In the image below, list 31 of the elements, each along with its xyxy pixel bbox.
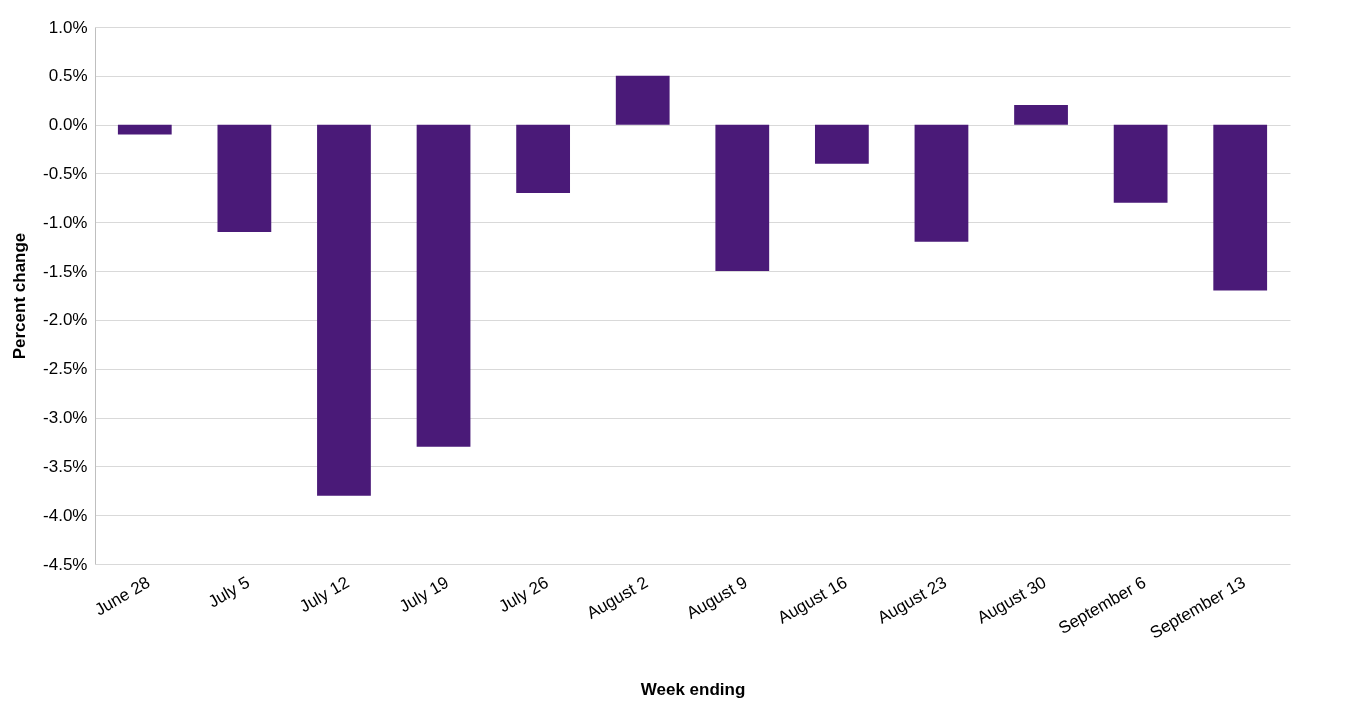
- y-tick-label: -1.0%: [43, 212, 88, 232]
- bar: [1113, 124, 1168, 203]
- x-tick-label: June 28: [91, 572, 154, 620]
- y-tick-label: -2.0%: [43, 310, 88, 330]
- y-tick-label: -3.0%: [43, 408, 88, 428]
- x-tick-label: July 19: [395, 572, 453, 617]
- bar: [1014, 105, 1068, 125]
- x-tick-label: July 5: [204, 572, 253, 612]
- y-axis-title: Percent change: [10, 232, 30, 360]
- y-tick-label: -1.5%: [43, 261, 88, 281]
- bar: [615, 75, 670, 125]
- bar: [715, 124, 770, 272]
- x-tick-label: July 26: [495, 572, 552, 617]
- bar: [117, 124, 172, 135]
- y-tick-label: 0.5%: [48, 66, 88, 86]
- bar: [914, 124, 969, 242]
- bar: [516, 124, 571, 193]
- y-tick-label: -3.5%: [43, 456, 88, 476]
- y-tick-label: -2.5%: [43, 359, 88, 379]
- bar: [1213, 124, 1268, 291]
- bar: [317, 124, 371, 496]
- y-tick-label: 0.0%: [48, 115, 88, 135]
- bar: [416, 124, 471, 447]
- x-axis-title: Week ending: [640, 679, 746, 699]
- y-tick-label: -0.5%: [43, 163, 88, 183]
- bar: [814, 124, 869, 164]
- x-tick-label: July 12: [296, 572, 353, 617]
- y-tick-label: -4.5%: [43, 554, 88, 574]
- bar: [217, 124, 272, 233]
- y-tick-label: -4.0%: [43, 505, 88, 525]
- y-tick-label: 1.0%: [48, 17, 88, 37]
